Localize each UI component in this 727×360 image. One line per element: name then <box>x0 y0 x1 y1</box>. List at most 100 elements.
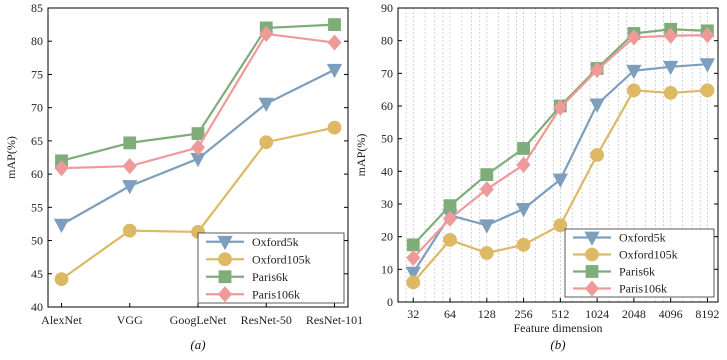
data-point-paris106k <box>406 249 421 267</box>
data-point-paris106k <box>54 160 69 177</box>
data-point-paris6k <box>443 199 457 213</box>
legend-marker-paris6k <box>218 270 232 284</box>
series-oxford105k <box>406 83 715 290</box>
x-tick-label: 4096 <box>659 307 683 321</box>
series-oxford5k <box>53 63 343 233</box>
y-tick-label: 20 <box>381 230 393 244</box>
data-point-oxford105k <box>122 223 137 238</box>
data-point-oxford105k <box>479 246 494 260</box>
y-tick-label: 75 <box>31 67 43 81</box>
data-point-paris106k <box>122 158 137 175</box>
legend-label-paris106k: Paris106k <box>619 282 667 296</box>
data-point-oxford105k <box>443 233 457 247</box>
y-tick-label: 65 <box>31 134 43 148</box>
legend-marker-oxford105k <box>585 247 599 262</box>
data-point-paris106k <box>259 25 274 43</box>
x-tick-label: GoogLeNet <box>170 313 227 327</box>
chart-panel-2: 32 64 128 256 512 1024 2048 4096 8192 0 10 20 30 40 50… <box>354 1 719 352</box>
data-point-paris6k <box>480 168 494 182</box>
y-tick-label: 45 <box>31 267 43 281</box>
legend-label-paris6k: Paris6k <box>619 265 655 279</box>
data-point-paris106k <box>700 27 715 44</box>
y-tick-label: 30 <box>381 197 393 211</box>
data-point-oxford5k <box>258 97 274 113</box>
y-tick-label: 40 <box>381 164 393 178</box>
data-point-oxford105k <box>663 86 678 100</box>
data-point-paris106k <box>479 181 494 198</box>
x-tick-label: ResNet-101 <box>306 313 363 327</box>
data-point-oxford105k <box>327 120 342 135</box>
series-oxford5k <box>405 58 716 281</box>
data-point-oxford5k <box>589 98 605 113</box>
data-point-paris6k <box>123 136 137 150</box>
x-tick-label: 64 <box>444 307 456 321</box>
legend-marker-oxford5k <box>217 235 233 251</box>
legend-label-oxford105k: Oxford105k <box>619 248 678 262</box>
y-tick-label: 80 <box>381 34 393 48</box>
x-tick-label: 2048 <box>622 307 646 321</box>
data-point-paris106k <box>553 99 568 116</box>
y-tick-label: 40 <box>31 300 43 314</box>
legend-label-oxford5k: Oxford5k <box>252 235 299 249</box>
x-tick-label: 512 <box>551 307 569 321</box>
data-point-paris106k <box>663 27 678 44</box>
y-tick-label: 10 <box>381 262 393 276</box>
x-tick-label: ResNet-50 <box>241 313 292 327</box>
legend-label-oxford105k: Oxford105k <box>252 252 311 266</box>
data-point-oxford105k <box>626 83 641 98</box>
y-tick-label: 55 <box>31 200 43 214</box>
y-tick-label: 60 <box>31 167 43 181</box>
y-tick-label: 80 <box>31 34 43 48</box>
data-point-oxford105k <box>54 272 69 286</box>
x-tick-label: VGG <box>117 313 143 327</box>
y-tick-label: 0 <box>387 295 393 309</box>
data-point-oxford105k <box>259 135 274 150</box>
y-tick-label: 60 <box>381 99 393 113</box>
data-point-oxford105k <box>516 237 531 252</box>
data-point-paris6k <box>191 127 205 140</box>
legend-label-paris6k: Paris6k <box>252 270 288 284</box>
data-point-paris106k <box>626 29 641 46</box>
data-point-paris6k <box>406 238 420 252</box>
legend-marker-paris106k <box>584 280 600 297</box>
x-tick-label: 256 <box>515 307 533 321</box>
series-paris106k <box>54 25 342 177</box>
legend-marker-paris106k <box>217 286 233 303</box>
data-point-paris106k <box>516 156 531 173</box>
data-point-oxford105k <box>590 148 605 162</box>
y-axis-label: mAP(%) <box>354 134 368 177</box>
data-point-paris6k <box>517 142 530 155</box>
y-tick-label: 85 <box>31 1 43 15</box>
data-point-oxford5k <box>405 266 421 281</box>
data-point-paris106k <box>443 210 458 227</box>
legend-marker-paris6k <box>585 265 599 278</box>
chart-panel-1: 40 45 50 55 60 65 70 75 80 85 AlexNet VGG GoogLeNet R… <box>4 1 363 352</box>
x-tick-label: 1024 <box>585 307 609 321</box>
x-axis-label: Feature dimension <box>514 321 603 335</box>
legend: Oxford5k Oxford105k Paris6k Paris106k <box>564 228 715 298</box>
legend-label-oxford5k: Oxford5k <box>619 231 666 245</box>
data-point-oxford105k <box>553 218 568 233</box>
data-point-oxford5k <box>662 60 679 76</box>
x-tick-label: 32 <box>407 307 419 321</box>
data-point-oxford5k <box>326 63 343 79</box>
data-point-oxford5k <box>626 64 642 80</box>
data-point-paris106k <box>190 139 206 156</box>
data-point-oxford5k <box>122 180 138 195</box>
y-tick-label: 50 <box>381 132 393 146</box>
panel-caption: (a) <box>190 337 205 352</box>
data-point-oxford5k <box>479 219 495 234</box>
data-point-paris6k <box>328 18 341 32</box>
legend-marker-oxford105k <box>218 252 232 267</box>
plot-frame <box>397 7 719 303</box>
y-tick-label: 70 <box>31 101 43 115</box>
series-paris106k <box>406 27 715 267</box>
data-point-oxford105k <box>700 83 715 98</box>
data-point-oxford5k <box>515 202 532 218</box>
data-point-oxford105k <box>406 275 421 290</box>
data-point-paris106k <box>590 61 605 79</box>
x-tick-label: AlexNet <box>41 313 82 327</box>
y-tick-label: 50 <box>31 234 43 248</box>
